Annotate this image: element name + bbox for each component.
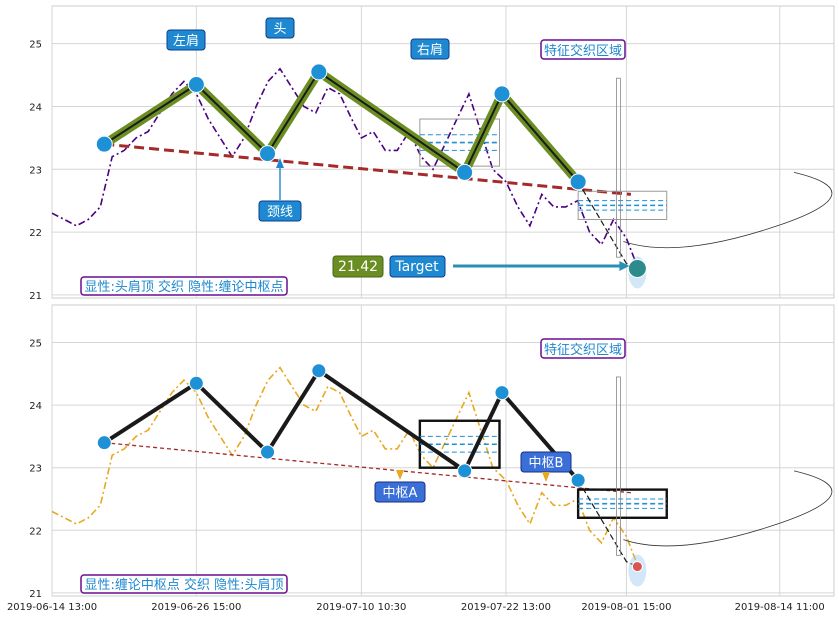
bottom-pivot-point [457, 463, 473, 479]
bottom-caption-box [80, 574, 288, 594]
x-tick-label: 2019-07-10 10:30 [316, 602, 406, 613]
bottom-pivot-label-box [374, 481, 426, 503]
bottom-caption-text: 显性:缠论中枢点 交织 隐性:头肩顶 [84, 577, 283, 593]
bottom-interleave-label-box [540, 338, 626, 359]
bottom-forecast-curve [623, 470, 833, 547]
top-pattern-label-box [166, 29, 206, 51]
target-arrowhead [619, 261, 630, 271]
bottom-y-tick-label: 23 [29, 464, 42, 475]
bottom-pivot-point [260, 444, 276, 460]
top-y-tick-label: 24 [29, 102, 42, 113]
bottom-pivot-point [494, 385, 510, 401]
x-tick-label: 2019-07-22 13:00 [461, 602, 551, 613]
bottom-pivot-point [96, 435, 112, 451]
top-caption-text: 显性:头肩顶 交织 隐性:缠论中枢点 [84, 279, 283, 295]
top-price-series-line [51, 67, 639, 267]
x-tick-label: 2019-06-26 15:00 [151, 602, 241, 613]
top-caption-box [80, 276, 288, 296]
bottom-y-tick-label: 22 [29, 526, 42, 537]
bottom-interleave-label-text: 特征交织区域 [544, 342, 622, 358]
top-pivot-point [310, 63, 328, 81]
top-neckline [104, 142, 632, 196]
target-label-box [389, 255, 446, 278]
top-interleave-label-text: 特征交织区域 [544, 43, 622, 59]
x-tick-label: 2019-06-14 13:00 [7, 602, 97, 613]
top-pattern-label-box [258, 200, 302, 222]
bottom-target-point [631, 561, 643, 573]
bottom-y-tick-label: 25 [29, 339, 42, 350]
top-pivot-point [456, 163, 474, 181]
bottom-pivot-label-text: 中枢B [529, 456, 564, 471]
x-tick-label: 2019-08-14 11:00 [735, 602, 825, 613]
top-pattern-label-text: 右肩 [417, 42, 443, 58]
bottom-pivot-a-arrow [396, 470, 404, 480]
top-pattern-label-text: 头 [273, 22, 286, 37]
target-label-text: Target [394, 259, 439, 275]
top-y-tick-label: 21 [29, 291, 42, 302]
top-pivot-point [95, 135, 113, 153]
top-target-point [627, 258, 647, 278]
top-pattern-label-text: 左肩 [173, 33, 199, 49]
target-value-box [332, 255, 384, 278]
top-y-tick-label: 23 [29, 165, 42, 176]
x-tick-label: 2019-08-01 15:00 [581, 602, 671, 613]
top-pattern-label-box [410, 38, 450, 60]
top-interleave-label-box [540, 39, 626, 60]
bottom-pivot-point [188, 375, 204, 391]
bottom-pivot-label-text: 中枢A [383, 486, 418, 501]
top-interleave-marker [616, 77, 621, 258]
top-neckline-arrowhead [276, 158, 284, 168]
top-pivot-point [493, 85, 511, 103]
top-forecast-curve [623, 172, 833, 249]
bottom-plot-frame [51, 304, 835, 597]
bottom-interleave-marker [616, 376, 621, 556]
target-value-text: 21.42 [338, 259, 378, 275]
top-y-tick-label: 25 [29, 40, 42, 51]
bottom-y-tick-label: 24 [29, 401, 42, 412]
bottom-pivot-b-arrow [542, 472, 550, 482]
bottom-y-tick-label: 21 [29, 589, 42, 600]
top-pivot-point [569, 173, 587, 191]
top-pattern-label-text: 颈线 [267, 205, 293, 220]
top-pivot-point [187, 75, 205, 93]
top-pivot-point [259, 145, 277, 163]
top-pattern-label-box [265, 17, 295, 39]
top-y-tick-label: 22 [29, 228, 42, 239]
bottom-pivot-point [570, 472, 586, 488]
bottom-pivot-point [311, 363, 327, 379]
